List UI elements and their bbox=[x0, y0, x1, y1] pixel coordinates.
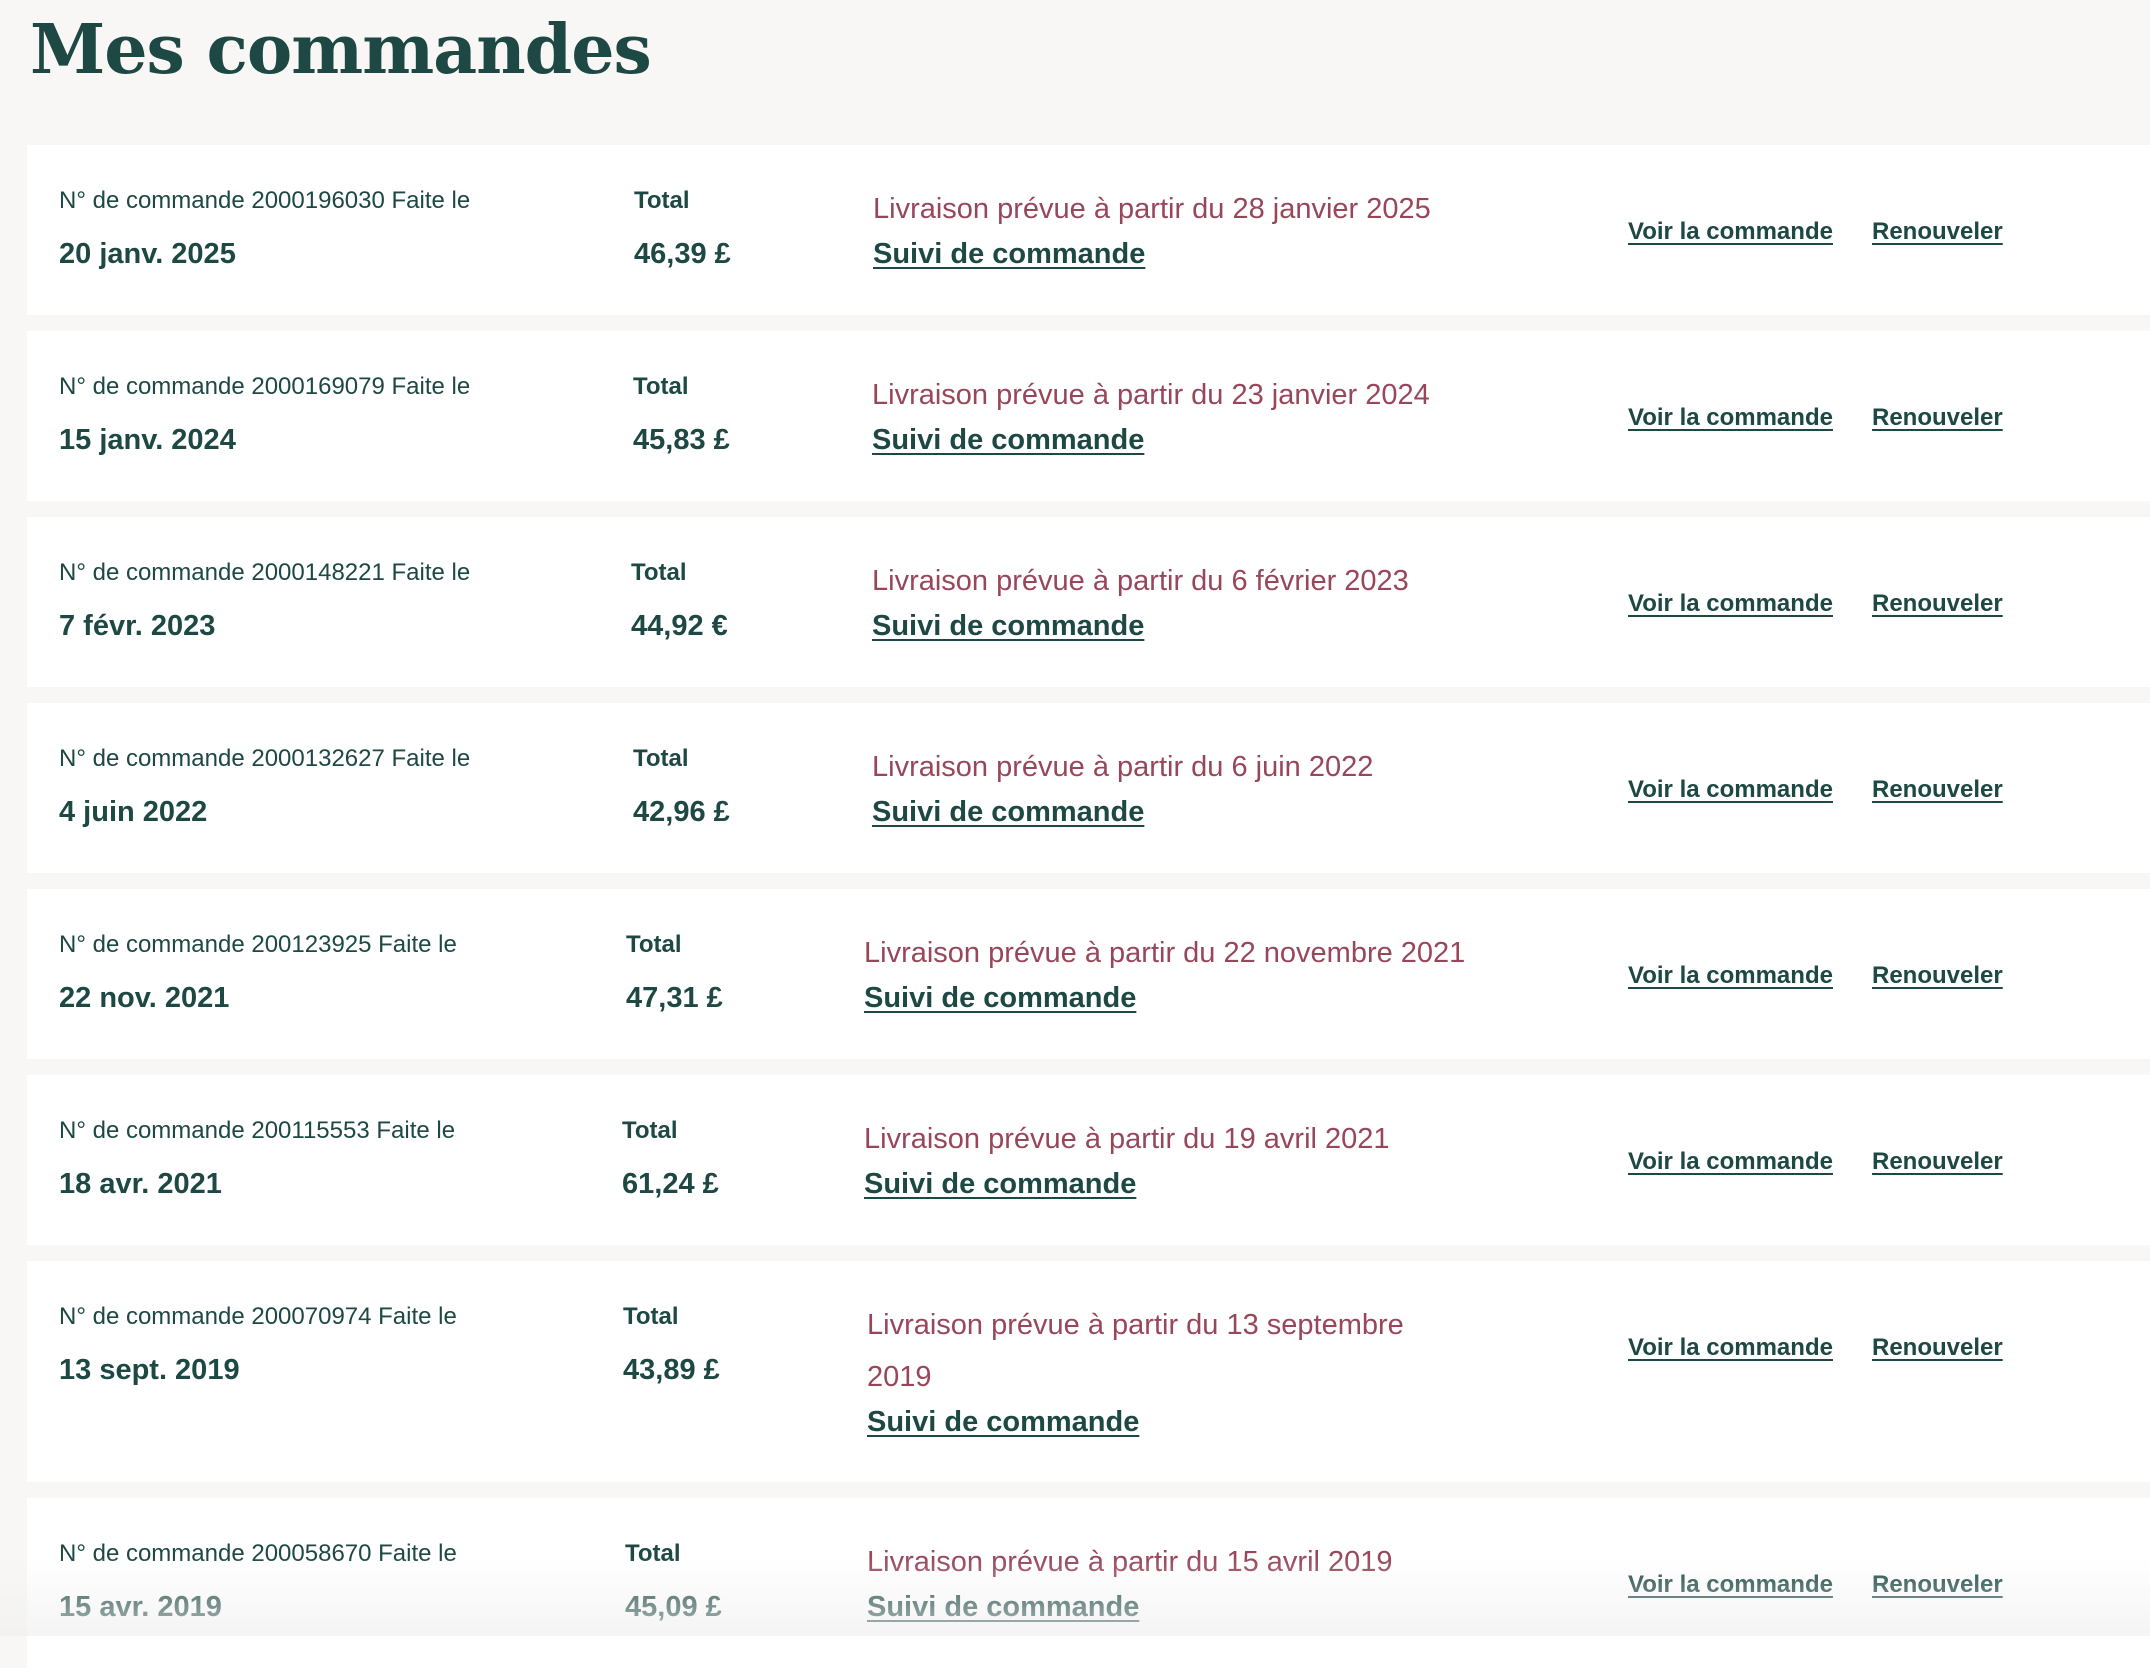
delivery-estimate: Livraison prévue à partir du 6 février 2… bbox=[872, 565, 1409, 597]
order-card: N° de commande 200058670 Faite le 15 avr… bbox=[27, 1498, 2150, 1668]
view-order-link[interactable]: Voir la commande bbox=[1628, 1571, 1833, 1598]
order-tracking-link[interactable]: Suivi de commande bbox=[864, 1168, 1137, 1200]
order-total: 43,89 £ bbox=[623, 1354, 720, 1386]
order-total: 45,83 £ bbox=[633, 424, 730, 456]
order-card: N° de commande 200070974 Faite le 13 sep… bbox=[27, 1261, 2150, 1482]
renew-order-link[interactable]: Renouveler bbox=[1872, 590, 2003, 617]
total-label: Total bbox=[633, 745, 689, 772]
renew-order-link[interactable]: Renouveler bbox=[1872, 404, 2003, 431]
view-order-link[interactable]: Voir la commande bbox=[1628, 590, 1833, 617]
order-tracking-link[interactable]: Suivi de commande bbox=[872, 610, 1145, 642]
order-number: N° de commande 200123925 Faite le bbox=[59, 931, 457, 958]
order-card: N° de commande 2000196030 Faite le 20 ja… bbox=[27, 145, 2150, 315]
order-number: N° de commande 2000169079 Faite le bbox=[59, 373, 471, 400]
order-date: 7 févr. 2023 bbox=[59, 610, 216, 642]
total-label: Total bbox=[625, 1540, 681, 1567]
delivery-estimate: Livraison prévue à partir du 23 janvier … bbox=[872, 379, 1430, 411]
order-date: 4 juin 2022 bbox=[59, 796, 208, 828]
delivery-estimate: Livraison prévue à partir du 22 novembre… bbox=[864, 937, 1466, 969]
order-card: N° de commande 2000132627 Faite le 4 jui… bbox=[27, 703, 2150, 873]
renew-order-link[interactable]: Renouveler bbox=[1872, 1571, 2003, 1598]
total-label: Total bbox=[626, 931, 682, 958]
view-order-link[interactable]: Voir la commande bbox=[1628, 218, 1833, 245]
order-card: N° de commande 2000148221 Faite le 7 fév… bbox=[27, 517, 2150, 687]
order-total: 46,39 £ bbox=[634, 238, 731, 270]
renew-order-link[interactable]: Renouveler bbox=[1872, 1334, 2003, 1361]
delivery-estimate: Livraison prévue à partir du 6 juin 2022 bbox=[872, 751, 1374, 783]
total-label: Total bbox=[622, 1117, 678, 1144]
total-label: Total bbox=[631, 559, 687, 586]
order-number: N° de commande 2000196030 Faite le bbox=[59, 187, 471, 214]
order-date: 22 nov. 2021 bbox=[59, 982, 230, 1014]
view-order-link[interactable]: Voir la commande bbox=[1628, 962, 1833, 989]
view-order-link[interactable]: Voir la commande bbox=[1628, 1148, 1833, 1175]
order-card: N° de commande 200123925 Faite le 22 nov… bbox=[27, 889, 2150, 1059]
order-date: 15 janv. 2024 bbox=[59, 424, 236, 456]
renew-order-link[interactable]: Renouveler bbox=[1872, 1148, 2003, 1175]
order-number: N° de commande 200058670 Faite le bbox=[59, 1540, 457, 1567]
delivery-estimate: Livraison prévue à partir du 15 avril 20… bbox=[867, 1546, 1393, 1578]
order-date: 13 sept. 2019 bbox=[59, 1354, 240, 1386]
view-order-link[interactable]: Voir la commande bbox=[1628, 1334, 1833, 1361]
order-total: 61,24 £ bbox=[622, 1168, 719, 1200]
order-total: 47,31 £ bbox=[626, 982, 723, 1014]
order-card: N° de commande 2000169079 Faite le 15 ja… bbox=[27, 331, 2150, 501]
order-tracking-link[interactable]: Suivi de commande bbox=[873, 238, 1146, 270]
view-order-link[interactable]: Voir la commande bbox=[1628, 404, 1833, 431]
renew-order-link[interactable]: Renouveler bbox=[1872, 962, 2003, 989]
order-number: N° de commande 200070974 Faite le bbox=[59, 1303, 457, 1330]
order-date: 20 janv. 2025 bbox=[59, 238, 236, 270]
order-total: 44,92 € bbox=[631, 610, 728, 642]
page-title: Mes commandes bbox=[30, 10, 652, 90]
order-date: 18 avr. 2021 bbox=[59, 1168, 222, 1200]
renew-order-link[interactable]: Renouveler bbox=[1872, 776, 2003, 803]
order-card: N° de commande 200115553 Faite le 18 avr… bbox=[27, 1075, 2150, 1245]
total-label: Total bbox=[633, 373, 689, 400]
renew-order-link[interactable]: Renouveler bbox=[1872, 218, 2003, 245]
order-tracking-link[interactable]: Suivi de commande bbox=[864, 982, 1137, 1014]
order-date: 15 avr. 2019 bbox=[59, 1591, 222, 1623]
order-number: N° de commande 2000148221 Faite le bbox=[59, 559, 471, 586]
total-label: Total bbox=[623, 1303, 679, 1330]
delivery-estimate: Livraison prévue à partir du 19 avril 20… bbox=[864, 1123, 1390, 1155]
order-total: 42,96 £ bbox=[633, 796, 730, 828]
delivery-estimate: Livraison prévue à partir du 13 septembr… bbox=[867, 1309, 1404, 1393]
view-order-link[interactable]: Voir la commande bbox=[1628, 776, 1833, 803]
order-tracking-link[interactable]: Suivi de commande bbox=[872, 424, 1145, 456]
order-total: 45,09 £ bbox=[625, 1591, 722, 1623]
delivery-estimate: Livraison prévue à partir du 28 janvier … bbox=[873, 193, 1431, 225]
order-number: N° de commande 200115553 Faite le bbox=[59, 1117, 456, 1144]
order-number: N° de commande 2000132627 Faite le bbox=[59, 745, 471, 772]
order-tracking-link[interactable]: Suivi de commande bbox=[867, 1591, 1140, 1623]
order-tracking-link[interactable]: Suivi de commande bbox=[872, 796, 1145, 828]
total-label: Total bbox=[634, 187, 690, 214]
order-tracking-link[interactable]: Suivi de commande bbox=[867, 1406, 1140, 1438]
